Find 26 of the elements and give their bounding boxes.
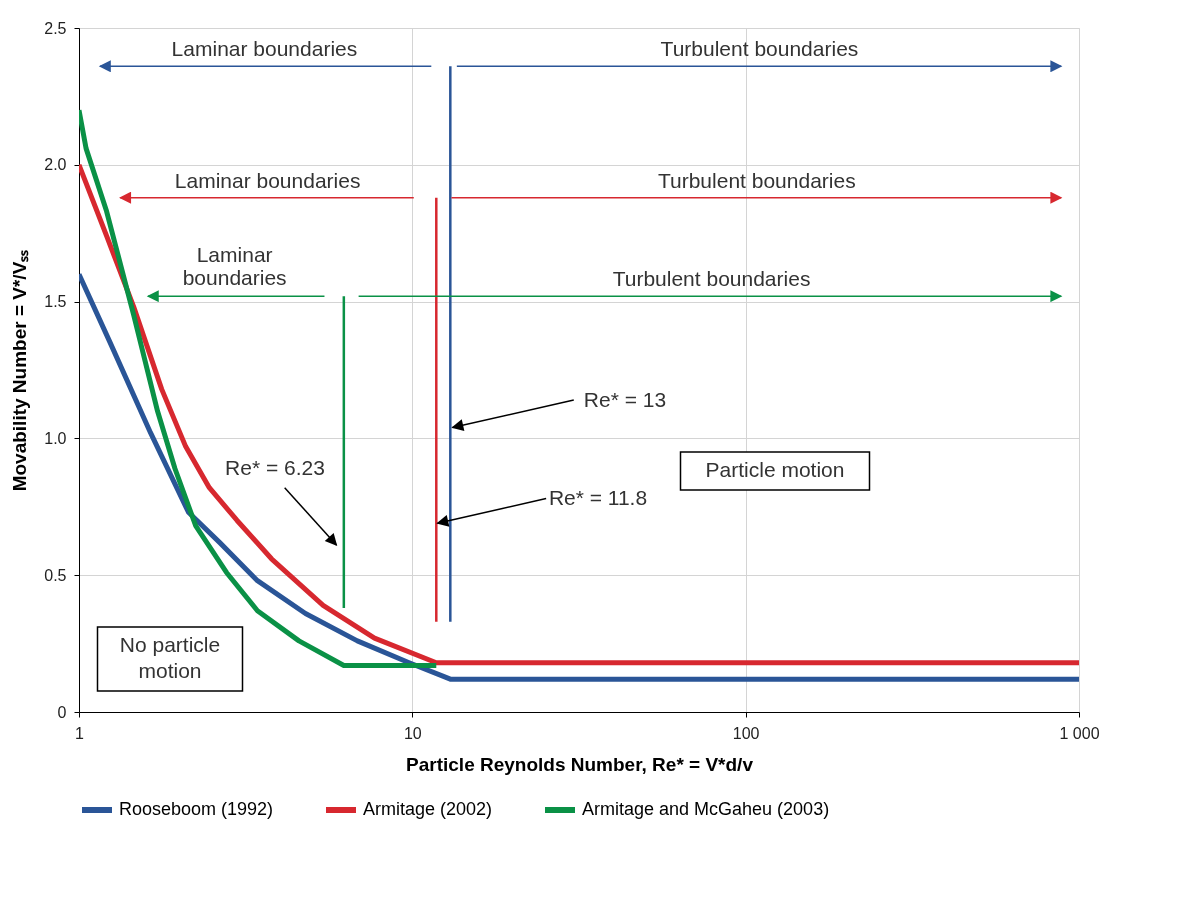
annotation: No particle motion — [119, 633, 221, 682]
annotation: Turbulent boundaries — [660, 37, 859, 61]
y-tick-label: 1.0 — [44, 429, 67, 447]
x-tick-label: 100 — [732, 724, 760, 742]
annotation: Re* = 13 — [583, 388, 667, 411]
legend-label: Armitage (2002) — [363, 799, 493, 819]
annotation: Particle motion — [705, 458, 845, 481]
x-tick-label: 10 — [403, 724, 422, 742]
legend-label: Rooseboom (1992) — [119, 799, 274, 819]
annotation: Re* = 6.23 — [225, 456, 325, 479]
annotation: Re* = 11.8 — [548, 486, 648, 509]
y-tick-label: 0.5 — [44, 566, 67, 584]
legend-label: Armitage and McGaheu (2003) — [582, 799, 830, 819]
y-tick-label: 2.0 — [44, 156, 67, 174]
y-axis-title: Movability Number = V*/Vₛₛ — [9, 249, 31, 492]
x-tick-label: 1 — [75, 724, 85, 742]
annotation: Turbulent boundaries — [657, 168, 856, 192]
annotation: Laminar boundaries — [171, 37, 358, 61]
x-axis-title: Particle Reynolds Number, Re* = V*d/v — [406, 753, 754, 775]
y-tick-label: 0 — [57, 703, 67, 721]
annotation: Turbulent boundaries — [612, 267, 811, 291]
annotation: Laminar boundaries — [174, 168, 361, 192]
y-tick-label: 2.5 — [44, 19, 67, 37]
y-tick-label: 1.5 — [44, 293, 67, 311]
annotation: Laminar boundaries — [182, 243, 287, 290]
x-tick-label: 1 000 — [1059, 724, 1100, 742]
